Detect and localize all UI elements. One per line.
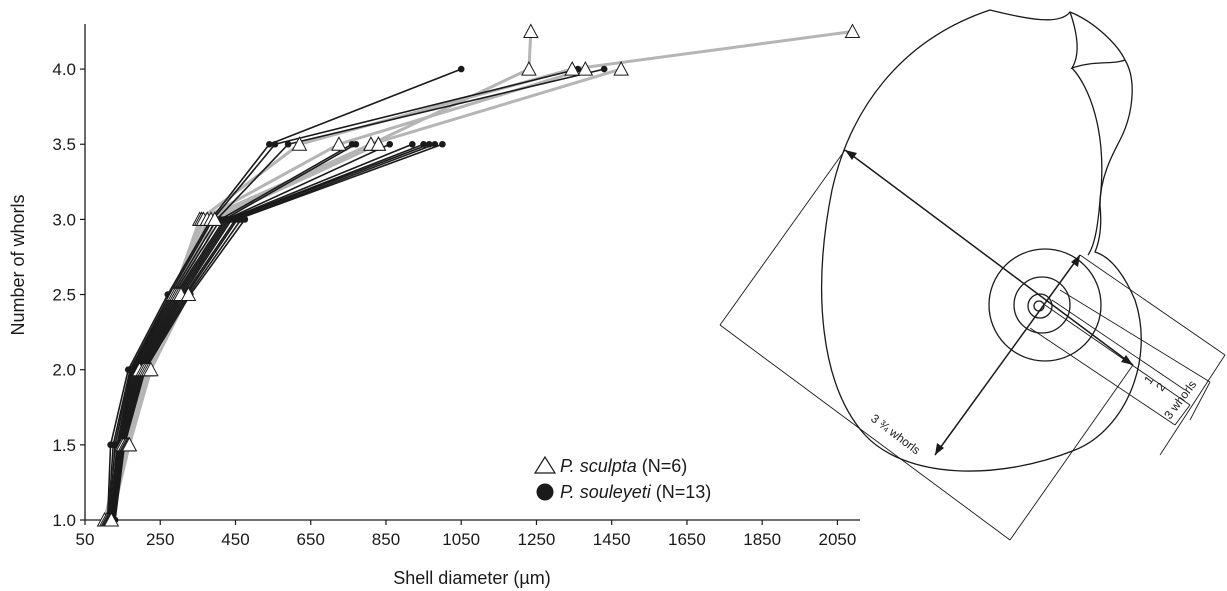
arrowhead-3-start (935, 443, 944, 455)
souleyeti-series-line (109, 143, 353, 521)
x-tick-label: 450 (221, 530, 249, 549)
sculpta-point (206, 211, 223, 226)
souleyeti-point (420, 140, 427, 148)
sculpta-point (291, 136, 308, 151)
sculpta-point (331, 136, 347, 151)
arrowhead-3-75-start (845, 150, 857, 160)
extension-line-3-75-right (1009, 364, 1134, 541)
guide-line-a (1044, 304, 1191, 406)
x-tick-label: 1850 (743, 530, 781, 549)
souleyeti-point (409, 140, 416, 148)
whorl-circle-2 (1013, 276, 1071, 334)
sculpta-point (121, 436, 138, 452)
sculpta-point (521, 61, 537, 76)
y-tick-label: 2.0 (52, 361, 76, 380)
x-tick-label: 650 (297, 530, 325, 549)
souleyeti-point (271, 140, 279, 148)
y-tick-label: 2.5 (52, 286, 76, 305)
chart-axes (84, 24, 860, 521)
extension-line-3-75-left (719, 149, 846, 326)
souleyeti-point (600, 65, 608, 73)
x-tick-label: 1650 (668, 530, 706, 549)
souleyeti-point (284, 140, 292, 148)
arrowhead-3-75-end (1121, 355, 1133, 365)
guide-line-d (1051, 299, 1186, 391)
sculpta-point (564, 61, 581, 76)
sculpta-point (613, 61, 629, 76)
label-2-whorls: 2 (1153, 380, 1168, 394)
sculpta-point (370, 136, 387, 151)
y-tick-label: 4.0 (52, 60, 76, 79)
souleyeti-series-line (112, 143, 430, 521)
chart-markers (96, 23, 861, 527)
whorl-circle-3 (988, 248, 1102, 362)
sculpta-point (143, 361, 159, 377)
diameter-arrow-3-75 (844, 149, 1134, 366)
legend-triangle-marker (533, 455, 557, 474)
dimension-line-1 (1174, 404, 1191, 426)
souleyeti-series-line (112, 143, 413, 521)
shell-measurement-diagram: 3 ¾ whorls 3 whorls 1 2 (719, 9, 1226, 541)
x-tick-label: 2050 (819, 530, 857, 549)
shell-outline (821, 9, 1142, 472)
y-axis-title: Number of whorls (8, 194, 28, 335)
guide-line-b (1059, 289, 1211, 383)
sculpta-point (577, 61, 594, 76)
extension-line-3-top (1079, 254, 1226, 356)
x-tick-label: 1250 (518, 530, 556, 549)
y-tick-label: 1.5 (52, 436, 76, 455)
souleyeti-point (425, 140, 433, 148)
souleyeti-series-line (106, 68, 462, 521)
whorls-vs-diameter-chart: 50 250 450 650 850 1050 1250 1450 1650 1850 2050 1.… (8, 23, 861, 588)
sculpta-point (180, 286, 197, 302)
dimension-line-2 (1189, 381, 1211, 421)
sculpta-point (522, 23, 539, 39)
souleyeti-point (241, 216, 249, 223)
y-tick-label: 3.0 (52, 210, 76, 229)
x-tick-label: 250 (146, 530, 174, 549)
diagram-measure-lines (719, 149, 1226, 541)
label-3-whorls: 3 whorls (1161, 378, 1199, 422)
guide-line-c (1029, 327, 1176, 426)
souleyeti-point (439, 140, 446, 148)
shell-aperture-edge (1069, 11, 1126, 70)
sculpta-point (844, 23, 861, 39)
x-axis-title: Shell diameter (µm) (393, 568, 550, 588)
souleyeti-point (457, 65, 465, 73)
shell-aperture-inner (1071, 67, 1103, 256)
label-3-75-whorls: 3 ¾ whorls (868, 411, 923, 457)
x-tick-label: 850 (372, 530, 400, 549)
souleyeti-point (266, 140, 273, 148)
chart-legend: P. sculpta (N=6) P. souleyeti (N=13) (533, 455, 711, 502)
dimension-line-3 (1159, 354, 1226, 456)
chart-ticks: 50 250 450 650 850 1050 1250 1450 1650 1850 2050 1.… (52, 60, 856, 549)
dimension-line-3-75 (719, 324, 1011, 541)
sculpta-series-group (103, 30, 853, 521)
souleyeti-point (386, 140, 394, 148)
legend-circle-marker (536, 483, 554, 501)
y-tick-label: 3.5 (52, 135, 76, 154)
x-tick-label: 1450 (593, 530, 631, 549)
souleyeti-point (352, 140, 360, 148)
legend-label-souleyeti: P. souleyeti (N=13) (560, 482, 711, 502)
souleyeti-point (431, 140, 439, 148)
sculpta-series-line (103, 30, 853, 521)
x-tick-label: 1050 (442, 530, 480, 549)
diameter-arrow-3 (934, 254, 1081, 456)
arrowhead-3-end (1071, 255, 1080, 267)
x-tick-label: 50 (76, 530, 95, 549)
legend-label-sculpta: P. sculpta (N=6) (560, 456, 687, 476)
whorl-circle-1 (1027, 293, 1053, 319)
y-tick-label: 1.0 (52, 511, 76, 530)
sculpta-point (103, 511, 120, 527)
